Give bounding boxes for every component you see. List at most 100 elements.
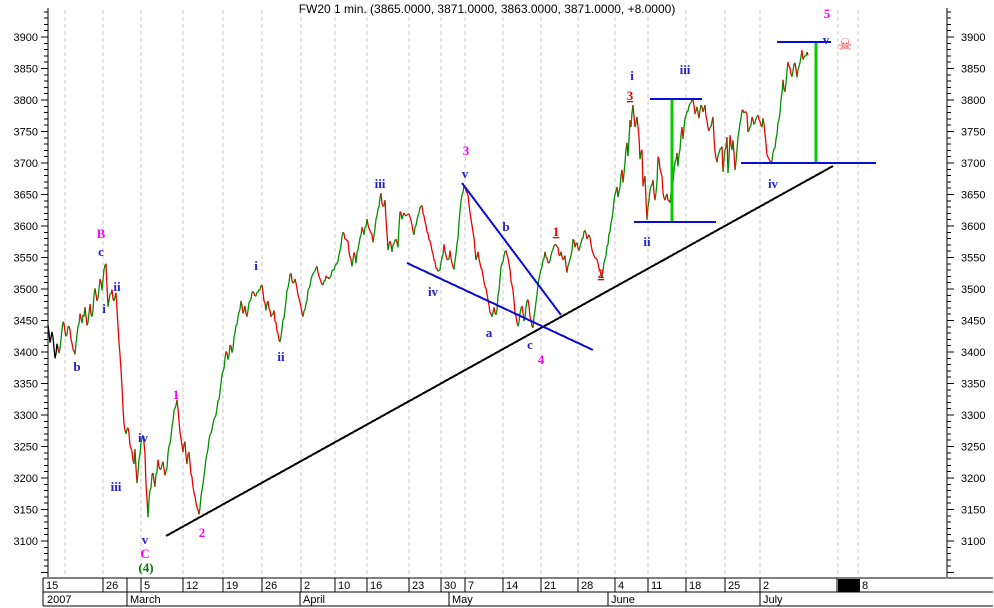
svg-text:3800: 3800 [14, 95, 38, 107]
svg-text:3400: 3400 [961, 347, 985, 359]
svg-text:March: March [130, 594, 161, 606]
svg-text:4: 4 [618, 580, 624, 592]
svg-text:April: April [303, 594, 325, 606]
elliott-wave-labels: BciiibiviiivC(4)12iiiiii3vbivac412i3iiii… [73, 6, 830, 575]
svg-text:v: v [823, 32, 830, 47]
svg-text:15: 15 [46, 580, 58, 592]
svg-text:3350: 3350 [961, 379, 985, 391]
svg-text:4: 4 [538, 352, 545, 367]
svg-text:iv: iv [428, 284, 439, 299]
svg-text:5: 5 [824, 6, 831, 21]
svg-text:3250: 3250 [961, 442, 985, 454]
svg-text:b: b [502, 219, 509, 234]
svg-text:3300: 3300 [14, 410, 38, 422]
svg-text:3650: 3650 [14, 190, 38, 202]
svg-text:2: 2 [199, 525, 206, 540]
svg-text:3: 3 [627, 88, 634, 103]
svg-text:3450: 3450 [961, 316, 985, 328]
svg-text:i: i [254, 258, 258, 273]
svg-text:2: 2 [598, 266, 605, 281]
svg-text:iii: iii [111, 479, 122, 494]
svg-text:26: 26 [265, 580, 277, 592]
svg-text:v: v [462, 166, 469, 181]
svg-text:3850: 3850 [961, 64, 985, 76]
svg-text:3700: 3700 [14, 158, 38, 170]
svg-text:3350: 3350 [14, 379, 38, 391]
svg-text:3900: 3900 [961, 32, 985, 44]
svg-text:3150: 3150 [14, 505, 38, 517]
svg-text:10: 10 [338, 580, 350, 592]
svg-text:3550: 3550 [961, 253, 985, 265]
skull-icon: ☠ [838, 37, 852, 54]
svg-text:3300: 3300 [961, 410, 985, 422]
svg-text:v: v [142, 532, 149, 547]
svg-text:3200: 3200 [961, 473, 985, 485]
svg-text:iii: iii [680, 62, 691, 77]
svg-text:3900: 3900 [14, 32, 38, 44]
svg-text:ii: ii [643, 234, 651, 249]
svg-text:i: i [102, 301, 106, 316]
svg-text:i: i [630, 68, 634, 83]
svg-text:ii: ii [277, 349, 285, 364]
svg-text:☠: ☠ [838, 37, 852, 54]
svg-text:2: 2 [304, 580, 310, 592]
svg-text:ii: ii [113, 279, 121, 294]
svg-text:2: 2 [763, 580, 769, 592]
svg-text:3150: 3150 [961, 505, 985, 517]
svg-text:23: 23 [412, 580, 424, 592]
svg-text:7: 7 [468, 580, 474, 592]
svg-text:3850: 3850 [14, 64, 38, 76]
svg-text:iii: iii [375, 176, 386, 191]
svg-text:3800: 3800 [961, 95, 985, 107]
svg-text:1: 1 [553, 224, 560, 239]
svg-text:28: 28 [581, 580, 593, 592]
svg-text:3650: 3650 [961, 190, 985, 202]
svg-text:11: 11 [651, 580, 662, 592]
svg-text:3500: 3500 [961, 284, 985, 296]
svg-text:3550: 3550 [14, 253, 38, 265]
svg-text:8: 8 [862, 580, 868, 592]
svg-text:3700: 3700 [961, 158, 985, 170]
svg-text:3400: 3400 [14, 347, 38, 359]
svg-text:a: a [486, 325, 493, 340]
price-axes: 3900 3900 3850 3850 3800 3800 3750 3750 3700 3700… [14, 8, 985, 577]
svg-text:3450: 3450 [14, 316, 38, 328]
svg-text:16: 16 [370, 580, 382, 592]
svg-text:B: B [97, 226, 106, 241]
svg-text:3500: 3500 [14, 284, 38, 296]
svg-text:3250: 3250 [14, 442, 38, 454]
svg-text:3600: 3600 [961, 221, 985, 233]
svg-text:14: 14 [506, 580, 518, 592]
svg-text:2007: 2007 [47, 594, 71, 606]
svg-text:18: 18 [689, 580, 701, 592]
svg-text:C: C [140, 546, 149, 561]
current-date-highlight[interactable] [838, 579, 860, 592]
svg-text:July: July [763, 594, 783, 606]
svg-text:3600: 3600 [14, 221, 38, 233]
svg-text:30: 30 [444, 580, 456, 592]
weekly-gridlines [64, 10, 859, 576]
chart-title: FW20 1 min. (3865.0000, 3871.0000, 3863.… [298, 2, 676, 16]
svg-text:21: 21 [544, 580, 556, 592]
svg-text:June: June [611, 594, 635, 606]
svg-text:5: 5 [144, 580, 150, 592]
svg-text:c: c [527, 337, 533, 352]
svg-text:26: 26 [106, 580, 118, 592]
svg-text:iv: iv [768, 176, 779, 191]
svg-text:c: c [98, 244, 104, 259]
svg-text:May: May [452, 594, 473, 606]
svg-text:3100: 3100 [961, 536, 985, 548]
svg-text:25: 25 [728, 580, 740, 592]
svg-text:b: b [73, 359, 80, 374]
svg-text:3: 3 [463, 143, 470, 158]
svg-text:12: 12 [186, 580, 198, 592]
svg-text:3750: 3750 [14, 127, 38, 139]
svg-text:3100: 3100 [14, 536, 38, 548]
svg-text:3750: 3750 [961, 127, 985, 139]
svg-text:19: 19 [226, 580, 238, 592]
svg-text:3200: 3200 [14, 473, 38, 485]
svg-text:iv: iv [138, 430, 149, 445]
date-axis-band: 15 26 5 12 19 26 2 10 16 23 30 7 14 21 28 4 11 18 25 2 82007… [42, 577, 993, 607]
